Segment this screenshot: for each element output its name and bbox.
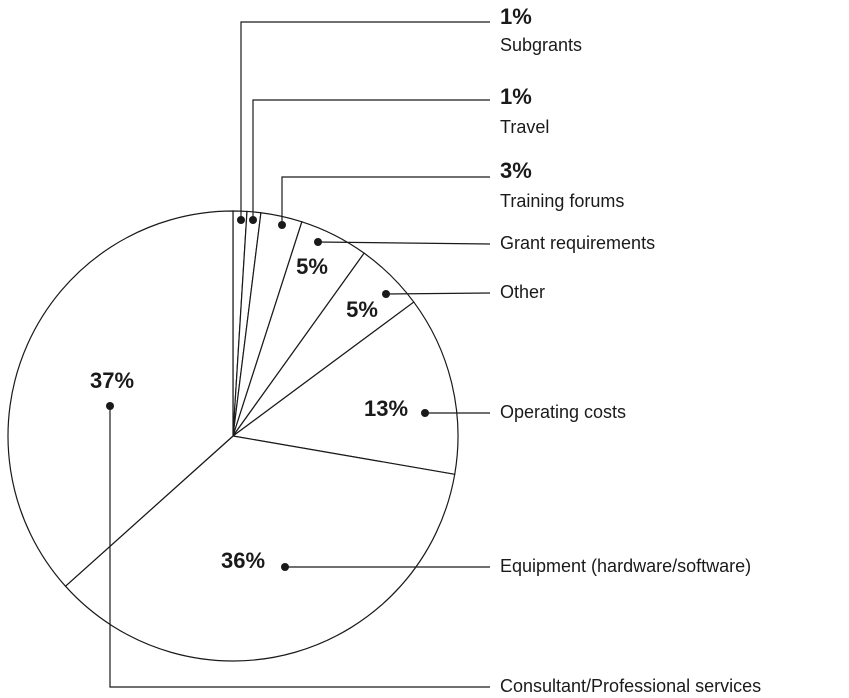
value-label: 1% — [500, 84, 532, 109]
pie-slice — [7, 210, 234, 588]
value-label: 3% — [500, 158, 532, 183]
leader-dot — [237, 216, 245, 224]
legend-label: Operating costs — [500, 402, 626, 422]
leader-line — [252, 99, 490, 220]
value-label: 36% — [221, 548, 265, 573]
legend-label: Travel — [500, 117, 549, 137]
leader-line — [385, 292, 491, 295]
value-label: 37% — [90, 368, 134, 393]
legend-label: Other — [500, 282, 545, 302]
leader-dot — [281, 563, 289, 571]
leader-dot — [106, 402, 114, 410]
legend-label: Consultant/Professional services — [500, 676, 761, 696]
value-label: 5% — [346, 297, 378, 322]
leader-line — [240, 21, 490, 220]
value-label: 5% — [296, 254, 328, 279]
leader-dot — [382, 290, 390, 298]
value-label: 1% — [500, 4, 532, 29]
legend-label: Training forums — [500, 191, 624, 211]
value-label: 13% — [364, 396, 408, 421]
leader-dot — [278, 221, 286, 229]
leader-line — [317, 241, 491, 245]
leader-dot — [314, 238, 322, 246]
legend-label: Subgrants — [500, 35, 582, 55]
leader-line — [109, 406, 490, 688]
legend-label: Equipment (hardware/software) — [500, 556, 751, 576]
pie-slice — [231, 301, 459, 475]
legend-label: Grant requirements — [500, 233, 655, 253]
leader-dot — [249, 216, 257, 224]
pie-slice — [64, 435, 456, 662]
leader-line — [281, 176, 490, 225]
leader-dot — [421, 409, 429, 417]
